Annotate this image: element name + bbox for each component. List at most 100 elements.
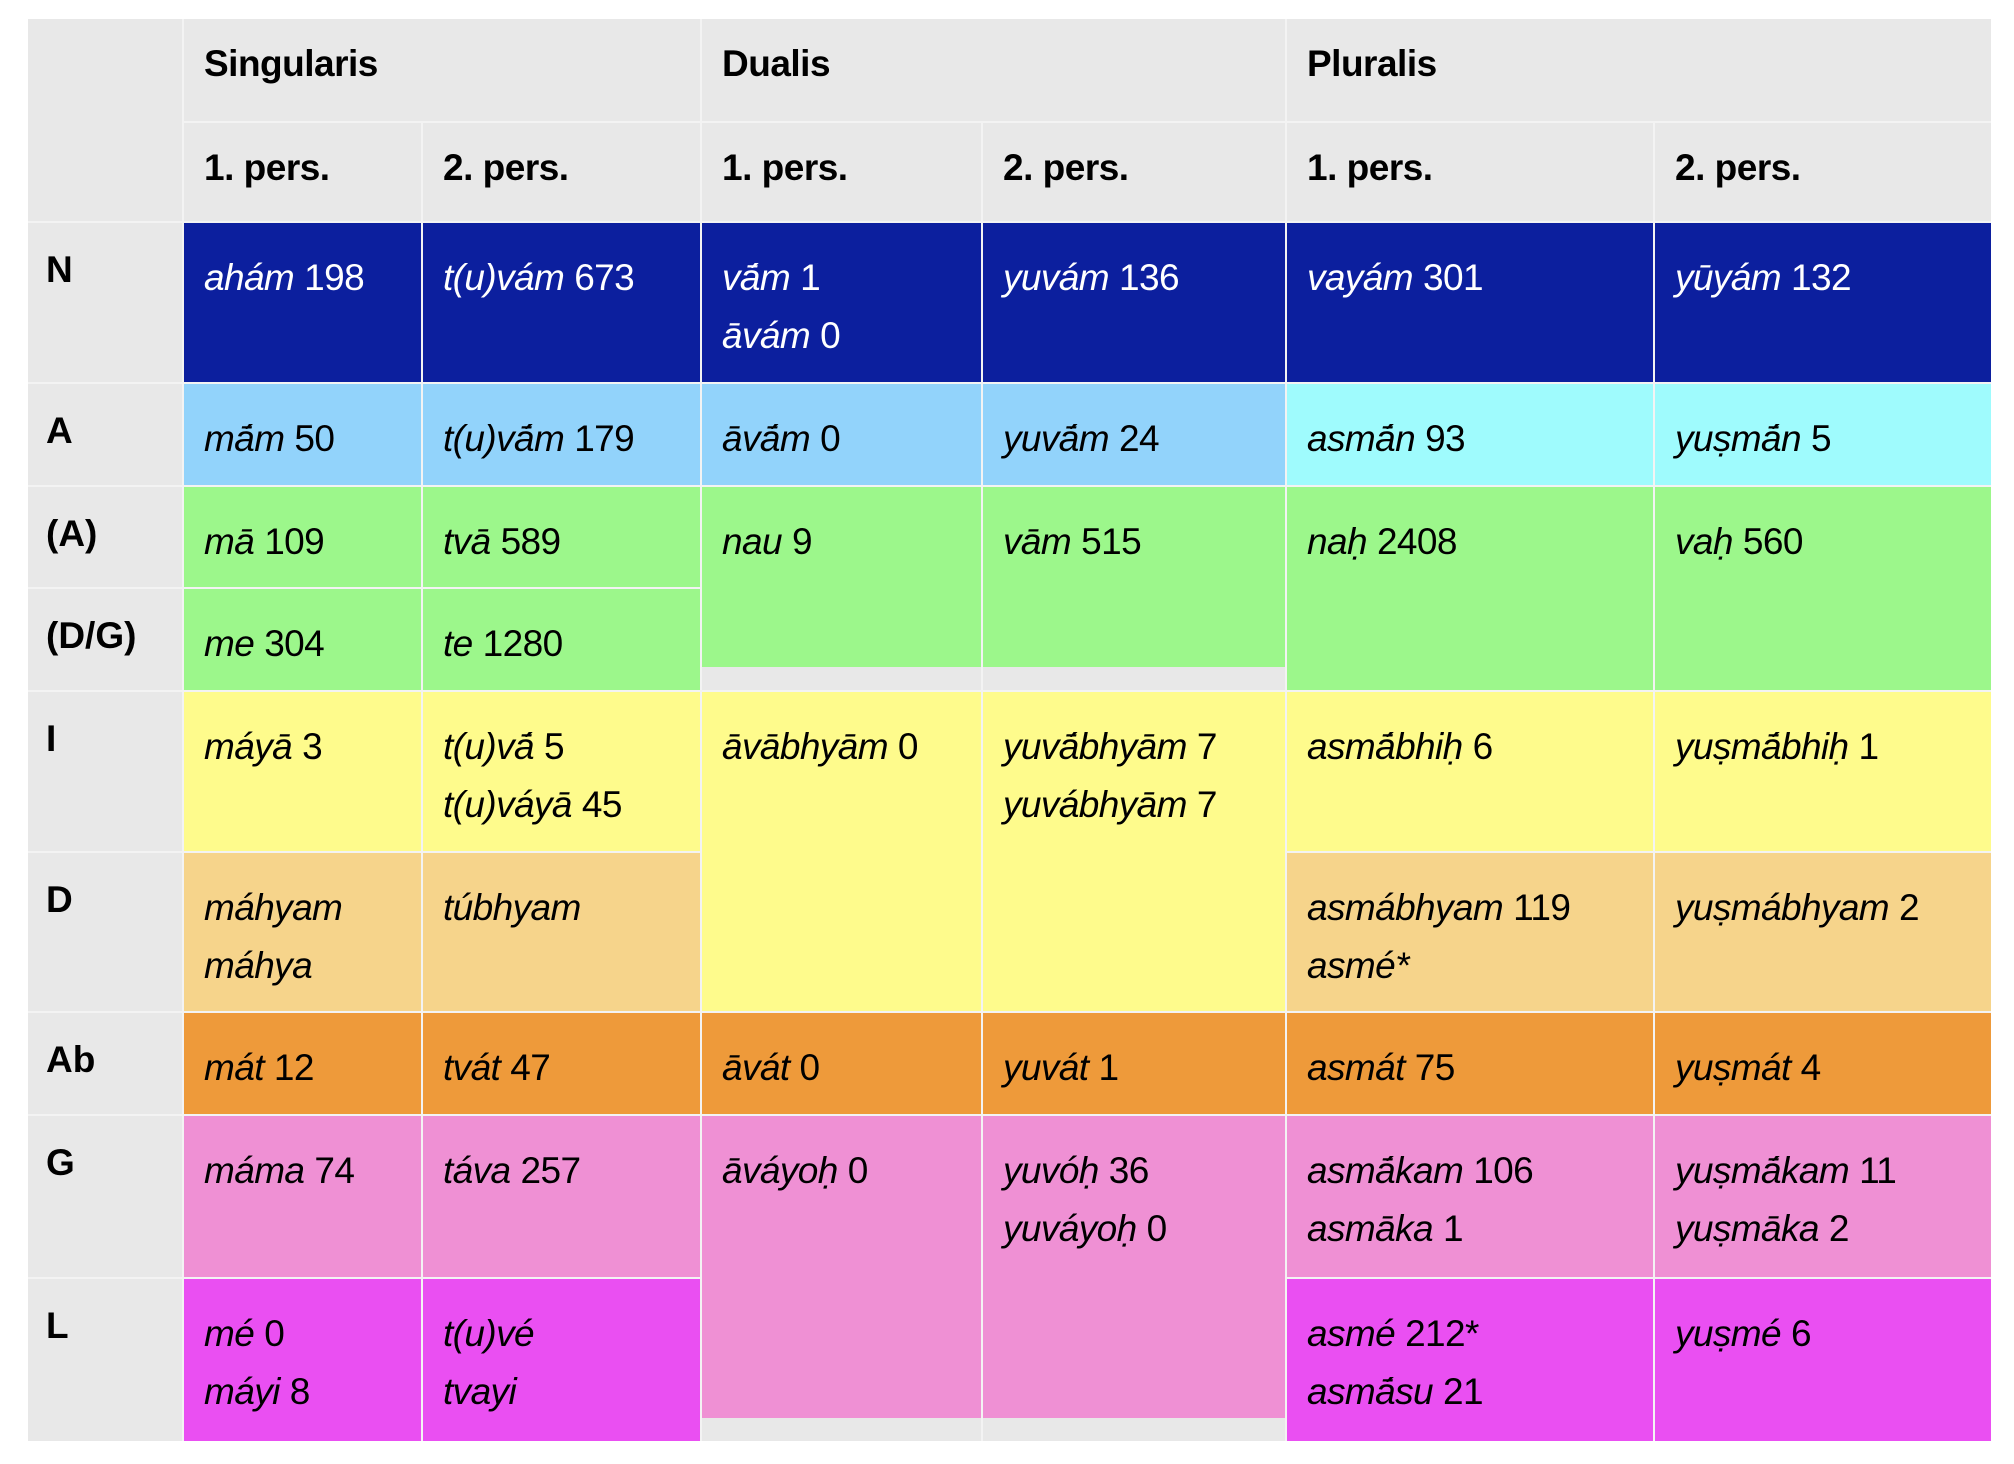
word-form: āvābhyām bbox=[722, 726, 889, 767]
word-form: mé bbox=[204, 1313, 255, 1354]
form-line: yūyám 132 bbox=[1675, 249, 1991, 307]
form-line: t(u)vé bbox=[443, 1305, 700, 1363]
cell-fill: yuṣmā́bhiḥ 1 bbox=[1655, 692, 1991, 851]
table-cell: me 304 bbox=[184, 589, 421, 690]
table-cell: asmā́kam 106 asmāka 1 bbox=[1287, 1116, 1653, 1277]
table-cell: máyā 3 bbox=[184, 692, 421, 851]
occurrence-count: 8 bbox=[289, 1371, 311, 1412]
row-label: L bbox=[28, 1279, 182, 1441]
form-line: asmábhyam 119 bbox=[1307, 879, 1653, 937]
form-line: asmát 75 bbox=[1307, 1039, 1653, 1097]
form-line: vā́m 1 bbox=[722, 249, 981, 307]
table-cell: yuṣmát 4 bbox=[1655, 1013, 1991, 1114]
form-line: yuṣmā́kam 11 bbox=[1675, 1142, 1991, 1200]
header-person: 2. pers. bbox=[983, 123, 1285, 221]
form-line: āvát 0 bbox=[722, 1039, 981, 1097]
table-cell: vayám 301 bbox=[1287, 223, 1653, 382]
form-line: tvayi bbox=[443, 1363, 700, 1421]
header-group-pluralis: Pluralis bbox=[1287, 19, 1991, 121]
form-line: máyi 8 bbox=[204, 1363, 421, 1421]
form-line: yuváyoḥ 0 bbox=[1003, 1200, 1285, 1258]
table-cell: tvát 47 bbox=[423, 1013, 700, 1114]
occurrence-count: 6 bbox=[1472, 726, 1494, 767]
form-line: yuvóḥ 36 bbox=[1003, 1142, 1285, 1200]
word-form: máhyam bbox=[204, 887, 343, 928]
form-line: yuvám 136 bbox=[1003, 249, 1285, 307]
occurrence-count: 5 bbox=[543, 726, 565, 767]
cell-fill: asmát 75 bbox=[1287, 1013, 1653, 1114]
cell-fill: asmā́kam 106 asmāka 1 bbox=[1287, 1116, 1653, 1277]
occurrence-count: 132 bbox=[1790, 257, 1852, 298]
cell-fill: mát 12 bbox=[184, 1013, 421, 1114]
table-cell: te 1280 bbox=[423, 589, 700, 690]
row-label: I bbox=[28, 692, 182, 851]
form-line: āvám 0 bbox=[722, 307, 981, 365]
occurrence-count: 2408 bbox=[1376, 521, 1458, 562]
form-line: máyā 3 bbox=[204, 718, 421, 776]
header-person: 1. pers. bbox=[702, 123, 981, 221]
row-label: N bbox=[28, 223, 182, 382]
occurrence-count: 3 bbox=[302, 726, 323, 767]
form-line: túbhyam bbox=[443, 879, 700, 937]
occurrence-count: 1 bbox=[1442, 1208, 1464, 1249]
table-cell: asmé 212* asmā́su 21 bbox=[1287, 1279, 1653, 1441]
table-cell: yuvám 136 bbox=[983, 223, 1285, 382]
occurrence-count: 257 bbox=[520, 1150, 582, 1191]
cell-fill: asmé 212* asmā́su 21 bbox=[1287, 1279, 1653, 1441]
cell-fill: āvābhyām 0 bbox=[702, 692, 981, 1011]
table-cell: t(u)vā́ 5 t(u)váyā 45 bbox=[423, 692, 700, 851]
cell-fill: vām 515 bbox=[983, 487, 1285, 667]
word-form: yuvā́m bbox=[1003, 418, 1110, 459]
header-person: 2. pers. bbox=[1655, 123, 1991, 221]
table-cell: asmát 75 bbox=[1287, 1013, 1653, 1114]
form-line: yuṣmā́n 5 bbox=[1675, 410, 1991, 468]
form-line: yuvā́bhyām 7 bbox=[1003, 718, 1285, 776]
occurrence-count: 4 bbox=[1800, 1047, 1822, 1088]
cell-fill: t(u)vé tvayi bbox=[423, 1279, 700, 1441]
form-line: máhyam bbox=[204, 879, 421, 937]
form-line: yuvábhyām 7 bbox=[1003, 776, 1285, 834]
occurrence-count: 9 bbox=[791, 521, 813, 562]
table-cell: túbhyam bbox=[423, 853, 700, 1011]
cell-fill: yuvā́bhyām 7 yuvábhyām 7 bbox=[983, 692, 1285, 1011]
table-cell: naḥ 2408 bbox=[1287, 487, 1653, 690]
occurrence-count: 12 bbox=[273, 1047, 315, 1088]
pronoun-declension-table: Singularis Dualis Pluralis 1. pers. 2. pers.… bbox=[28, 19, 1991, 1441]
table-cell: t(u)vé tvayi bbox=[423, 1279, 700, 1441]
word-form: yuvábhyām bbox=[1003, 784, 1187, 825]
table-cell: yuvát 1 bbox=[983, 1013, 1285, 1114]
word-form: yuṣmā́kam bbox=[1675, 1150, 1850, 1191]
form-line: t(u)vám 673 bbox=[443, 249, 700, 307]
cell-fill: nau 9 bbox=[702, 487, 981, 667]
word-form: asmé* bbox=[1307, 945, 1409, 986]
form-line: yuvát 1 bbox=[1003, 1039, 1285, 1097]
word-form: tvayi bbox=[443, 1371, 517, 1412]
word-form: yuvóḥ bbox=[1003, 1150, 1099, 1191]
form-line: mā́m 50 bbox=[204, 410, 421, 468]
form-line: tvát 47 bbox=[443, 1039, 700, 1097]
cell-fill: máma 74 bbox=[184, 1116, 421, 1277]
header-group-singularis: Singularis bbox=[184, 19, 700, 121]
occurrence-count: 36 bbox=[1108, 1150, 1150, 1191]
occurrence-count: 47 bbox=[510, 1047, 551, 1088]
cell-fill: máhyam máhya bbox=[184, 853, 421, 1011]
table-cell: vā́m 1 āvám 0 bbox=[702, 223, 981, 382]
table-cell: yuvóḥ 36 yuváyoḥ 0 bbox=[983, 1116, 1285, 1441]
table-cell: asmā́n 93 bbox=[1287, 384, 1653, 485]
word-form: tvā bbox=[443, 521, 491, 562]
form-line: vaḥ 560 bbox=[1675, 513, 1991, 571]
occurrence-count: 2 bbox=[1899, 887, 1920, 928]
table-cell: mé 0 máyi 8 bbox=[184, 1279, 421, 1441]
occurrence-count: 6 bbox=[1790, 1313, 1812, 1354]
form-line: nau 9 bbox=[722, 513, 981, 571]
table-cell: vaḥ 560 bbox=[1655, 487, 1991, 690]
header-corner bbox=[28, 19, 182, 221]
form-line: máhya bbox=[204, 937, 421, 995]
occurrence-count: 93 bbox=[1425, 418, 1466, 459]
cell-fill: mā́m 50 bbox=[184, 384, 421, 485]
cell-fill: yuṣmā́kam 11 yuṣmāka 2 bbox=[1655, 1116, 1991, 1277]
table-cell: ahám 198 bbox=[184, 223, 421, 382]
word-form: táva bbox=[443, 1150, 511, 1191]
form-line: āvā́m 0 bbox=[722, 410, 981, 468]
table-cell: máma 74 bbox=[184, 1116, 421, 1277]
